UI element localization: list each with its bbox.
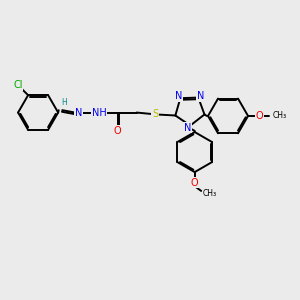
Text: NH: NH [92,107,106,118]
Text: S: S [152,109,158,119]
Text: O: O [114,126,122,136]
Text: N: N [175,92,182,101]
Text: N: N [184,123,192,133]
Text: N: N [75,107,82,118]
Text: CH₃: CH₃ [203,189,217,198]
Text: O: O [191,178,199,188]
Text: O: O [255,111,263,121]
Text: Cl: Cl [13,80,22,90]
Text: CH₃: CH₃ [272,111,286,120]
Text: H: H [61,98,67,107]
Text: N: N [197,91,204,101]
